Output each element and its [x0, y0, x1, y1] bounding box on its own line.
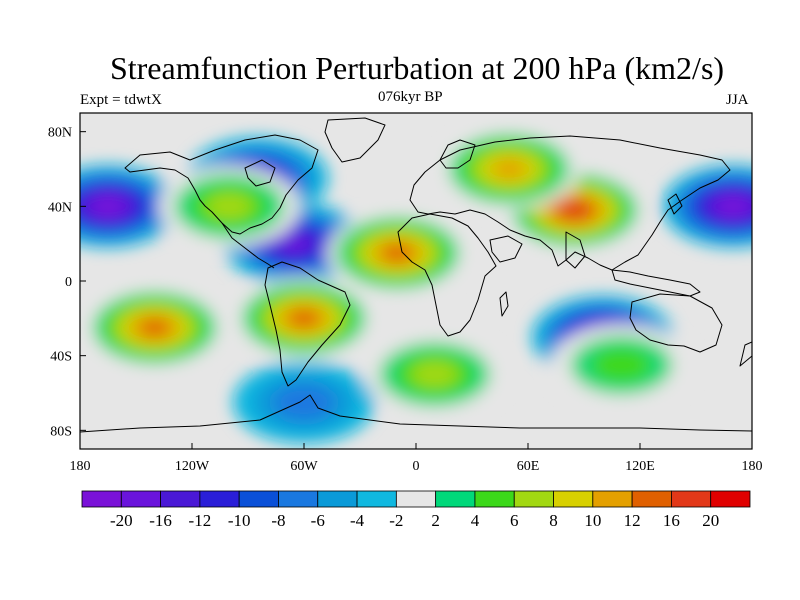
- colorbar-label: 6: [510, 511, 519, 530]
- coast-arabia: [489, 235, 523, 263]
- contour-band: [273, 384, 335, 420]
- coast-hudson-bay: [244, 159, 276, 187]
- colorbar-swatch: [81, 490, 122, 508]
- colorbar-swatch: [631, 490, 672, 508]
- colorbar-label: 12: [624, 511, 641, 530]
- lon-tick-label: 180: [742, 459, 763, 474]
- colorbar-label: 4: [471, 511, 480, 530]
- colorbar-swatch: [710, 490, 751, 508]
- colorbar-swatch: [278, 490, 319, 508]
- experiment-label: Expt = tdwtX: [80, 92, 162, 108]
- colorbar-label: -10: [228, 511, 251, 530]
- lat-tick-label: 40N: [48, 200, 72, 215]
- lon-tick-label: 0: [413, 459, 420, 474]
- coast-new-zealand: [739, 341, 752, 367]
- colorbar-swatch: [671, 490, 712, 508]
- colorbar: -20 -16 -12 -10 -8 -6 -4 -2 2 4 6 8 10 12 16 20: [81, 490, 751, 530]
- contour-band: [411, 360, 459, 389]
- coast-scandinavia: [439, 139, 476, 169]
- map-axes: 80N 40N 0 40S 80S 180 120W 60W 0 60E 120E 180: [48, 126, 763, 474]
- contour-band: [720, 199, 746, 214]
- contour-band: [289, 310, 319, 327]
- colorbar-swatch: [553, 490, 594, 508]
- lon-tick-label: 120E: [625, 459, 655, 474]
- coast-maritime-continent: [611, 269, 701, 297]
- time-label: 076kyr BP: [378, 89, 443, 105]
- lat-tick-label: 40S: [50, 350, 72, 365]
- coast-india: [565, 231, 586, 269]
- lon-tick-label: 60W: [290, 459, 318, 474]
- colorbar-label: -20: [110, 511, 133, 530]
- coast-antarctica: [80, 394, 752, 433]
- lon-tick-label: 120W: [175, 459, 210, 474]
- contour-band: [95, 199, 121, 214]
- coast-australia: [629, 293, 723, 353]
- coast-madagascar: [499, 291, 509, 317]
- colorbar-swatch: [513, 490, 554, 508]
- streamfunction-field: [80, 127, 752, 444]
- colorbar-swatch: [120, 490, 161, 508]
- lon-tick-label: 180: [70, 459, 91, 474]
- colorbar-swatch: [435, 490, 476, 508]
- colorbar-label: 10: [584, 511, 601, 530]
- colorbar-label: 16: [663, 511, 680, 530]
- colorbar-swatch: [356, 490, 397, 508]
- lat-tick-label: 0: [65, 275, 72, 290]
- colorbar-label: -8: [271, 511, 285, 530]
- coast-japan: [667, 193, 683, 215]
- coast-north-america: [124, 134, 319, 235]
- colorbar-swatch: [317, 490, 358, 508]
- contour-band: [590, 347, 652, 383]
- map-title: Streamfunction Perturbation at 200 hPa (…: [109, 50, 725, 86]
- coastlines: [80, 117, 752, 433]
- colorbar-swatch: [474, 490, 515, 508]
- season-label: JJA: [726, 92, 749, 108]
- colorbar-label: -12: [189, 511, 212, 530]
- contour-band: [280, 235, 309, 252]
- colorbar-label: -6: [311, 511, 325, 530]
- colorbar-swatch: [160, 490, 201, 508]
- contour-band: [140, 319, 169, 336]
- colorbar-label: -2: [389, 511, 403, 530]
- colorbar-label: 20: [702, 511, 719, 530]
- lat-tick-label: 80S: [50, 424, 72, 439]
- lon-tick-label: 60E: [517, 459, 540, 474]
- contour-band: [562, 202, 588, 218]
- contour-band: [492, 159, 526, 179]
- lat-tick-label: 80N: [48, 126, 72, 141]
- coast-africa: [397, 213, 497, 337]
- coast-central-america: [221, 222, 275, 269]
- coast-south-america: [264, 261, 351, 387]
- colorbar-label: 2: [431, 511, 440, 530]
- colorbar-swatch: [592, 490, 633, 508]
- colorbar-label: -4: [350, 511, 365, 530]
- contour-band: [205, 192, 253, 221]
- colorbar-swatch: [395, 490, 437, 508]
- colorbar-swatch: [199, 490, 240, 508]
- colorbar-label: 8: [549, 511, 558, 530]
- colorbar-label: -16: [149, 511, 172, 530]
- contour-band: [383, 244, 412, 262]
- coast-greenland: [324, 117, 386, 163]
- coast-europe-asia: [409, 135, 731, 271]
- colorbar-swatch: [238, 490, 279, 508]
